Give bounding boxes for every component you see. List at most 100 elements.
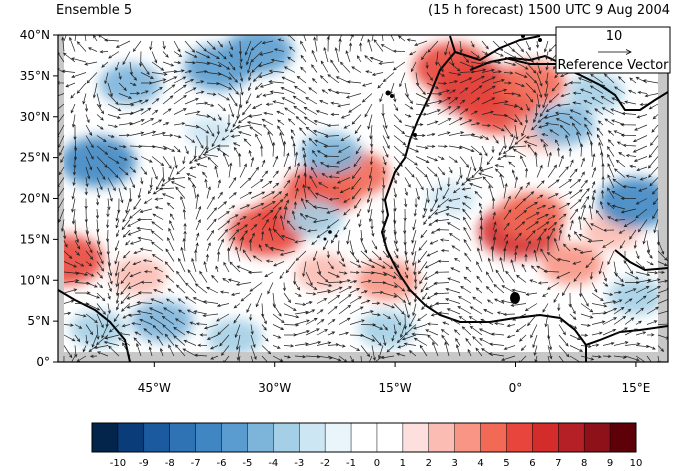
wind-arrow bbox=[624, 308, 632, 315]
wind-arrow bbox=[281, 76, 296, 84]
wind-arrow bbox=[547, 345, 553, 360]
wind-arrow bbox=[162, 324, 175, 336]
wind-arrow bbox=[512, 313, 527, 321]
wind-arrow bbox=[591, 331, 603, 336]
wind-arrow bbox=[264, 271, 274, 278]
wind-arrow bbox=[272, 141, 276, 157]
wind-arrow bbox=[597, 120, 604, 126]
wind-arrow bbox=[338, 344, 346, 348]
wind-arrow bbox=[129, 271, 142, 278]
wind-arrow bbox=[143, 270, 153, 274]
wind-arrow bbox=[279, 271, 285, 280]
wind-arrow bbox=[525, 40, 531, 51]
wind-arrow bbox=[382, 177, 386, 189]
wind-arrow bbox=[503, 209, 512, 220]
wind-arrow bbox=[633, 156, 648, 162]
wind-arrow bbox=[311, 149, 318, 157]
wind-arrow bbox=[137, 291, 153, 295]
wind-arrow bbox=[104, 72, 109, 85]
wind-arrow bbox=[569, 334, 581, 341]
wind-arrow bbox=[475, 347, 483, 357]
colorbar-swatch bbox=[143, 423, 171, 452]
wind-arrow bbox=[540, 248, 549, 262]
wind-arrow bbox=[292, 142, 296, 157]
wind-arrow bbox=[217, 61, 231, 70]
wind-arrow bbox=[250, 191, 266, 199]
wind-arrow bbox=[563, 82, 571, 86]
wind-arrow bbox=[591, 292, 604, 301]
wind-arrow bbox=[283, 303, 297, 312]
wind-arrow bbox=[635, 250, 640, 260]
wind-arrow bbox=[585, 261, 593, 269]
wind-arrow bbox=[184, 61, 197, 65]
wind-arrow bbox=[279, 214, 285, 231]
wind-arrow bbox=[602, 282, 609, 287]
wind-arrow bbox=[129, 208, 142, 219]
wind-arrow bbox=[437, 81, 448, 86]
wind-arrow bbox=[249, 282, 263, 292]
wind-arrow bbox=[569, 168, 578, 178]
wind-arrow bbox=[448, 61, 461, 72]
wind-arrow bbox=[386, 345, 395, 353]
wind-arrow bbox=[635, 208, 648, 219]
lat-tick-label: 40°N bbox=[20, 28, 50, 42]
wind-arrow bbox=[482, 176, 494, 189]
wind-arrow bbox=[625, 153, 637, 158]
wind-arrow bbox=[147, 187, 153, 195]
wind-arrow bbox=[250, 334, 256, 348]
wind-arrow bbox=[104, 38, 120, 42]
wind-arrow bbox=[558, 191, 573, 199]
wind-arrow bbox=[503, 222, 510, 231]
wind-arrow bbox=[465, 266, 472, 273]
wind-arrow bbox=[415, 103, 430, 108]
colorbar-frame bbox=[91, 422, 637, 453]
wind-arrow bbox=[525, 103, 530, 112]
wind-arrow bbox=[335, 166, 351, 174]
wind-arrow bbox=[69, 36, 76, 52]
wind-arrow bbox=[549, 129, 560, 136]
wind-arrow bbox=[336, 240, 340, 256]
wind-arrow bbox=[351, 166, 362, 180]
wind-arrow bbox=[579, 282, 583, 298]
wind-arrow bbox=[210, 355, 219, 360]
wind-arrow bbox=[326, 208, 340, 214]
wind-arrow bbox=[115, 61, 120, 72]
wind-arrow bbox=[595, 209, 604, 220]
wind-arrow bbox=[338, 331, 350, 336]
wind-arrow bbox=[154, 206, 164, 210]
wind-arrow bbox=[647, 156, 659, 169]
wind-arrow bbox=[555, 139, 560, 147]
wind-arrow bbox=[175, 284, 186, 294]
wind-arrow bbox=[426, 109, 441, 115]
wind-arrow bbox=[448, 198, 461, 202]
wind-arrow bbox=[492, 40, 504, 52]
wind-arrow bbox=[514, 209, 528, 220]
wind-arrow bbox=[217, 238, 224, 252]
wind-arrow bbox=[222, 277, 230, 283]
wind-arrow bbox=[151, 78, 167, 84]
wind-arrow bbox=[162, 51, 169, 58]
colorbar-label: 5 bbox=[503, 458, 509, 469]
wind-arrow bbox=[163, 307, 175, 315]
wind-arrow bbox=[453, 258, 461, 262]
wind-arrow bbox=[607, 174, 615, 189]
wind-arrow bbox=[168, 166, 175, 181]
wind-arrow bbox=[448, 97, 459, 105]
wind-arrow bbox=[85, 324, 94, 336]
wind-arrow bbox=[426, 177, 434, 192]
wind-arrow bbox=[623, 251, 627, 265]
wind-arrow bbox=[437, 177, 443, 191]
wind-arrow bbox=[635, 307, 645, 315]
wind-arrow bbox=[478, 156, 483, 171]
wind-arrow bbox=[96, 261, 105, 272]
wind-arrow bbox=[558, 202, 571, 210]
wind-arrow bbox=[541, 133, 549, 137]
wind-arrow bbox=[511, 288, 527, 294]
wind-arrow bbox=[503, 114, 518, 123]
wind-arrow bbox=[293, 271, 297, 285]
wind-arrow bbox=[506, 324, 516, 328]
wind-arrow bbox=[85, 124, 93, 136]
wind-arrow bbox=[195, 114, 211, 118]
wind-arrow bbox=[137, 236, 153, 241]
wind-arrow bbox=[303, 35, 307, 42]
